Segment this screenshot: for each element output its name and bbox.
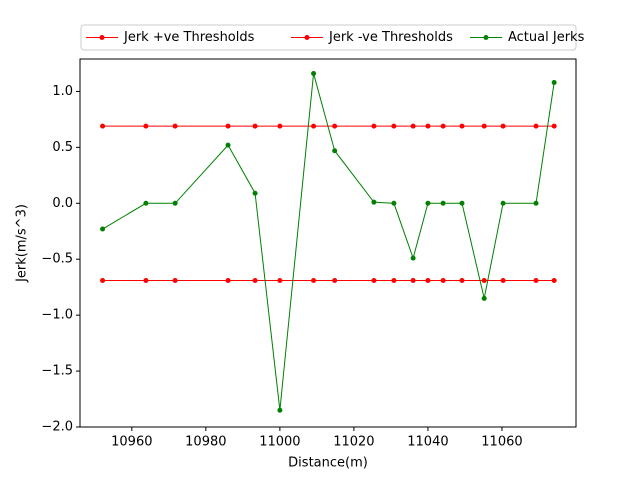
legend-label: Actual Jerks — [508, 30, 585, 45]
data-point — [172, 277, 178, 283]
legend-marker — [483, 35, 489, 40]
y-axis-label: Jerk(m/s^3) — [15, 204, 30, 283]
data-point — [332, 277, 338, 283]
data-point — [425, 200, 431, 206]
data-point — [459, 200, 465, 206]
x-tick-label: 11020 — [333, 435, 374, 450]
data-point — [371, 277, 377, 283]
data-point — [311, 277, 317, 283]
data-point — [410, 123, 416, 129]
data-point — [311, 123, 317, 129]
y-tick-label: −0.5 — [41, 252, 73, 267]
data-point — [371, 199, 377, 205]
data-point — [391, 277, 397, 283]
data-point — [277, 407, 283, 413]
data-point — [500, 277, 506, 283]
y-tick-label: −2.0 — [41, 420, 73, 435]
data-point — [551, 79, 557, 85]
data-point — [410, 277, 416, 283]
x-tick-label: 10980 — [185, 435, 226, 450]
x-tick-label: 10960 — [111, 435, 152, 450]
data-point — [277, 123, 283, 129]
data-point — [332, 123, 338, 129]
data-point — [425, 123, 431, 129]
x-tick-label: 11040 — [407, 435, 448, 450]
x-axis-label: Distance(m) — [288, 456, 368, 471]
data-point — [425, 277, 431, 283]
data-point — [500, 200, 506, 206]
data-point — [100, 277, 106, 283]
data-point — [172, 123, 178, 129]
x-tick-label: 11000 — [259, 435, 300, 450]
data-point — [332, 148, 338, 154]
data-point — [481, 295, 487, 301]
data-point — [391, 123, 397, 129]
data-point — [440, 200, 446, 206]
data-point — [533, 200, 539, 206]
data-point — [391, 200, 397, 206]
data-point — [533, 277, 539, 283]
data-point — [172, 200, 178, 206]
data-point — [481, 277, 487, 283]
x-tick-label: 11060 — [481, 435, 522, 450]
data-point — [551, 123, 557, 129]
data-point — [459, 123, 465, 129]
data-point — [100, 226, 106, 232]
y-tick-label: 0.5 — [52, 140, 73, 155]
legend-label: Jerk +ve Thresholds — [123, 30, 255, 45]
data-point — [252, 123, 258, 129]
data-point — [143, 200, 149, 206]
data-point — [252, 190, 258, 196]
data-point — [143, 123, 149, 129]
legend-box — [80, 24, 577, 51]
legend-marker — [304, 35, 310, 40]
plot-frame — [79, 58, 577, 428]
data-point — [225, 123, 231, 129]
data-point — [459, 277, 465, 283]
data-point — [440, 277, 446, 283]
data-point — [410, 255, 416, 261]
data-point — [371, 123, 377, 129]
y-tick-label: 1.0 — [52, 84, 73, 99]
data-point — [225, 277, 231, 283]
data-point — [533, 123, 539, 129]
data-point — [440, 123, 446, 129]
series-line — [102, 73, 555, 411]
y-tick-label: −1.0 — [41, 308, 73, 323]
data-point — [311, 71, 317, 77]
data-point — [277, 277, 283, 283]
data-point — [551, 277, 557, 283]
data-point — [100, 123, 106, 129]
legend-label: Jerk -ve Thresholds — [328, 30, 453, 45]
data-point — [143, 277, 149, 283]
data-point — [500, 123, 506, 129]
y-tick-label: 0.0 — [52, 196, 73, 211]
data-point — [481, 123, 487, 129]
y-tick-label: −1.5 — [41, 364, 73, 379]
data-point — [252, 277, 258, 283]
data-point — [225, 142, 231, 148]
legend-marker — [99, 35, 105, 40]
